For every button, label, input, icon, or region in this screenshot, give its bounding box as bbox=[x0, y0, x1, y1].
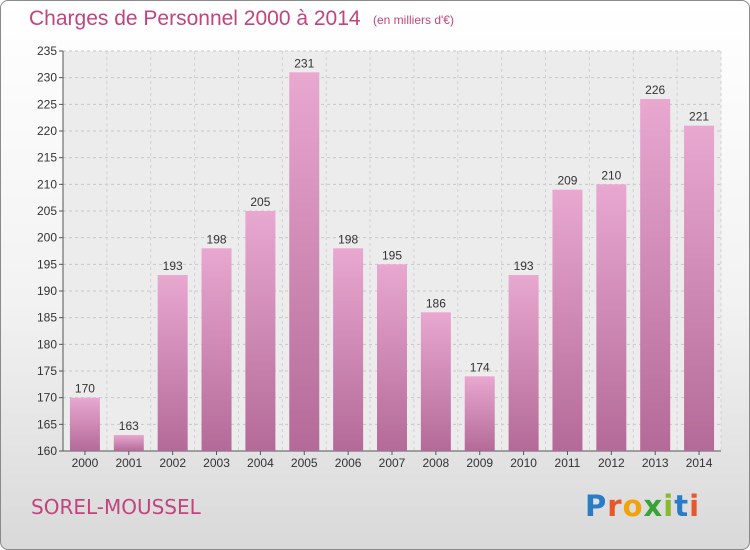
data-label: 163 bbox=[119, 419, 139, 433]
bar-2008 bbox=[420, 312, 451, 451]
y-tick-label: 235 bbox=[37, 44, 57, 58]
bar-2003 bbox=[201, 248, 232, 451]
x-tick-label: 2001 bbox=[115, 456, 142, 470]
bar-2007 bbox=[377, 264, 407, 451]
bar-2002 bbox=[157, 275, 188, 451]
data-label: 186 bbox=[426, 296, 446, 310]
data-label: 170 bbox=[75, 382, 95, 396]
bar-2010 bbox=[508, 275, 539, 451]
logo-letter: i bbox=[689, 489, 701, 523]
bar-2005 bbox=[289, 72, 320, 451]
x-tick-label: 2003 bbox=[203, 456, 230, 470]
data-label: 231 bbox=[294, 56, 314, 70]
x-tick-label: 2000 bbox=[72, 456, 99, 470]
x-tick-label: 2007 bbox=[379, 456, 406, 470]
bar-2012 bbox=[596, 184, 627, 452]
x-tick-label: 2010 bbox=[510, 456, 537, 470]
y-tick-label: 210 bbox=[37, 177, 57, 191]
bar-2013 bbox=[640, 99, 671, 451]
bar-2009 bbox=[464, 376, 495, 451]
bar-2000 bbox=[69, 397, 100, 451]
y-tick-label: 185 bbox=[37, 311, 57, 325]
x-tick-label: 2002 bbox=[159, 456, 186, 470]
axes: 160 165 170 175 180 185 190 195 200 205 210 215 220 2… bbox=[37, 44, 721, 470]
x-tick-label: 2005 bbox=[291, 456, 318, 470]
chart-subtitle: (en milliers d'€) bbox=[373, 13, 454, 27]
data-label: 174 bbox=[470, 360, 490, 374]
y-tick-label: 175 bbox=[37, 364, 57, 378]
y-tick-label: 230 bbox=[37, 71, 57, 85]
logo-letter: P bbox=[585, 489, 608, 523]
x-tick-label: 2008 bbox=[423, 456, 450, 470]
chart-title: Charges de Personnel 2000 à 2014 bbox=[29, 7, 361, 30]
y-tick-label: 160 bbox=[37, 444, 57, 458]
y-tick-label: 195 bbox=[37, 257, 57, 271]
y-tick-label: 220 bbox=[37, 124, 57, 138]
logo-letter: r bbox=[607, 489, 623, 523]
y-tick-label: 180 bbox=[37, 337, 57, 351]
data-label: 226 bbox=[645, 83, 665, 97]
proxiti-logo[interactable]: Proxiti bbox=[585, 489, 700, 523]
bar-2006 bbox=[333, 248, 364, 451]
data-labels: 170 163 193 198 205 231 198 195 186 174 193 209 210 2… bbox=[75, 56, 709, 433]
logo-letter: t bbox=[674, 489, 690, 523]
data-label: 193 bbox=[514, 259, 534, 273]
y-tick-label: 200 bbox=[37, 231, 57, 245]
y-tick-label: 215 bbox=[37, 151, 57, 165]
logo-letter: i bbox=[663, 489, 675, 523]
y-tick-label: 225 bbox=[37, 97, 57, 111]
y-tick-label: 165 bbox=[37, 417, 57, 431]
y-tick-label: 190 bbox=[37, 284, 57, 298]
x-tick-label: 2014 bbox=[686, 456, 713, 470]
bar-2011 bbox=[552, 189, 583, 451]
logo-letter: x bbox=[643, 489, 664, 523]
data-label: 193 bbox=[163, 259, 183, 273]
data-label: 198 bbox=[338, 232, 358, 246]
commune-name: SOREL-MOUSSEL bbox=[31, 495, 201, 519]
bar-2004 bbox=[245, 211, 276, 451]
x-tick-label: 2011 bbox=[555, 456, 581, 470]
x-tick-label: 2009 bbox=[466, 456, 493, 470]
x-tick-label: 2006 bbox=[335, 456, 362, 470]
data-label: 210 bbox=[601, 168, 621, 182]
logo-letter: o bbox=[622, 489, 644, 523]
bar-2014 bbox=[684, 125, 715, 452]
y-tick-label: 170 bbox=[37, 391, 57, 405]
x-tick-label: 2004 bbox=[247, 456, 274, 470]
data-label: 195 bbox=[382, 248, 402, 262]
x-tick-label: 2013 bbox=[642, 456, 669, 470]
data-label: 198 bbox=[207, 232, 227, 246]
bars bbox=[69, 72, 715, 452]
data-label: 221 bbox=[689, 110, 709, 124]
y-tick-label: 205 bbox=[37, 204, 57, 218]
bar-2001 bbox=[113, 435, 144, 451]
data-label: 209 bbox=[557, 174, 577, 188]
x-tick-label: 2012 bbox=[598, 456, 625, 470]
data-label: 205 bbox=[250, 195, 270, 209]
